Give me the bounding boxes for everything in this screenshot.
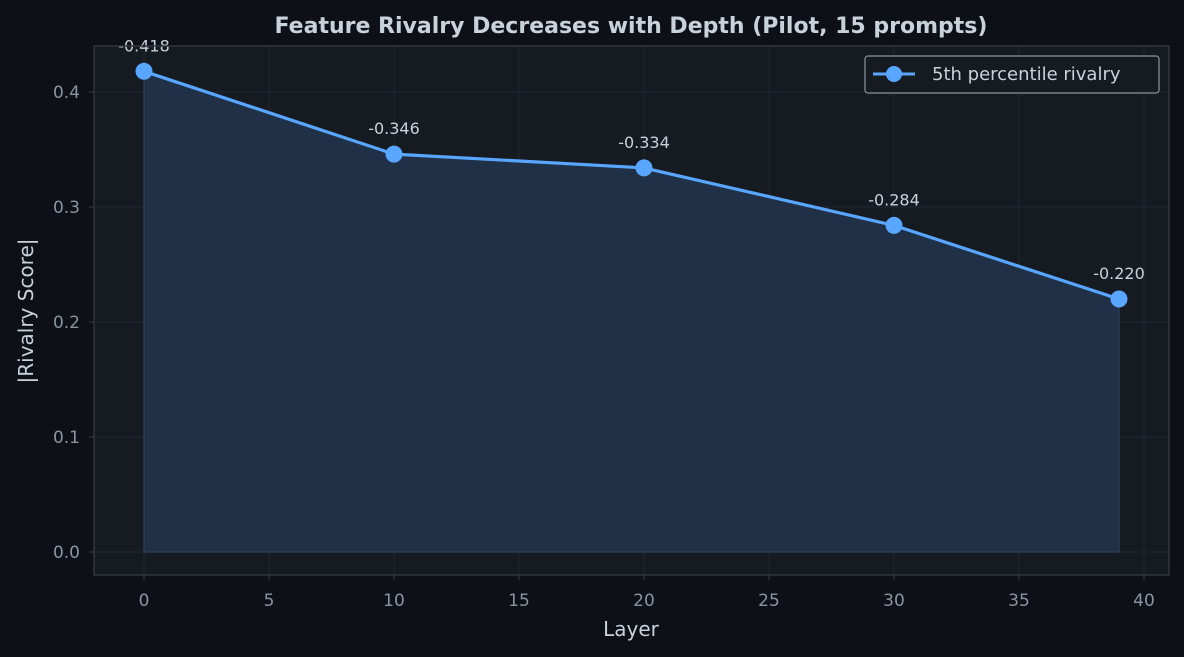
- x-axis-ticks: 0 5 10 15 20 25 30 35 40: [139, 575, 1155, 611]
- x-tick-label: 35: [1008, 591, 1030, 611]
- data-label: -0.220: [1093, 264, 1145, 283]
- data-point: [1110, 290, 1128, 308]
- data-label: -0.334: [618, 133, 670, 152]
- y-tick-label: 0.2: [53, 313, 80, 333]
- y-tick-label: 0.0: [53, 543, 80, 563]
- x-axis-label: Layer: [603, 617, 660, 641]
- x-tick-label: 10: [383, 591, 405, 611]
- x-tick-label: 25: [758, 591, 780, 611]
- x-tick-label: 5: [264, 591, 275, 611]
- data-point: [385, 145, 403, 163]
- chart-title: Feature Rivalry Decreases with Depth (Pi…: [275, 14, 988, 39]
- y-tick-label: 0.4: [53, 83, 80, 103]
- data-label: -0.284: [868, 190, 920, 209]
- data-point: [885, 216, 903, 234]
- data-label: -0.346: [368, 119, 420, 138]
- series-points: [135, 62, 1128, 308]
- x-tick-label: 40: [1133, 591, 1155, 611]
- legend-label: 5th percentile rivalry: [932, 64, 1121, 85]
- y-tick-label: 0.3: [53, 198, 80, 218]
- x-tick-label: 30: [883, 591, 905, 611]
- y-axis-label: |Rivalry Score|: [14, 238, 38, 383]
- legend-box: [864, 55, 1160, 94]
- legend-marker: [886, 66, 902, 82]
- x-tick-label: 0: [139, 591, 150, 611]
- x-tick-label: 20: [633, 591, 655, 611]
- data-point: [635, 159, 653, 177]
- data-labels: -0.418-0.346-0.334-0.284-0.220: [118, 36, 1145, 283]
- y-axis-ticks: 0.0 0.1 0.2 0.3 0.4: [53, 83, 94, 563]
- data-point: [135, 62, 153, 80]
- x-tick-label: 15: [508, 591, 530, 611]
- plot-frame: [93, 45, 1170, 576]
- legend: 5th percentile rivalry: [864, 55, 1160, 94]
- y-tick-label: 0.1: [53, 428, 80, 448]
